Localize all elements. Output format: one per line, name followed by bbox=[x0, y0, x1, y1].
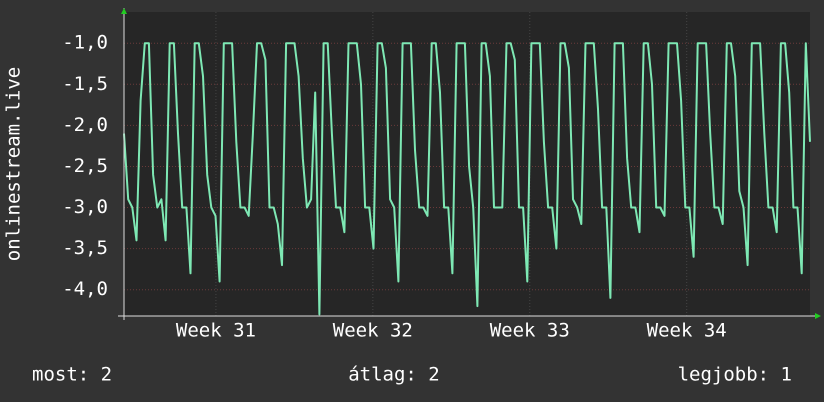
y-tick-label: -2,5 bbox=[62, 155, 108, 177]
x-tick-label: Week 31 bbox=[176, 320, 256, 342]
y-tick-label: -4,0 bbox=[62, 278, 108, 300]
y-tick-label: -2,0 bbox=[62, 114, 108, 136]
series-line bbox=[123, 42, 811, 316]
y-tick-label: -1,0 bbox=[62, 32, 108, 54]
x-tick-label: Week 33 bbox=[490, 320, 570, 342]
stat-now: most: 2 bbox=[32, 364, 112, 386]
stat-average: átlag: 2 bbox=[348, 364, 440, 386]
y-tick-label: -3,5 bbox=[62, 237, 108, 259]
y-axis-label: onlinestream.live bbox=[3, 67, 25, 261]
y-axis-arrow bbox=[121, 8, 127, 14]
x-tick-label: Week 34 bbox=[647, 320, 727, 342]
y-tick-label: -3,0 bbox=[62, 196, 108, 218]
x-tick-label: Week 32 bbox=[333, 320, 413, 342]
y-tick-label: -1,5 bbox=[62, 73, 108, 95]
x-axis-arrow bbox=[815, 313, 821, 319]
stat-best: legjobb: 1 bbox=[678, 364, 792, 386]
